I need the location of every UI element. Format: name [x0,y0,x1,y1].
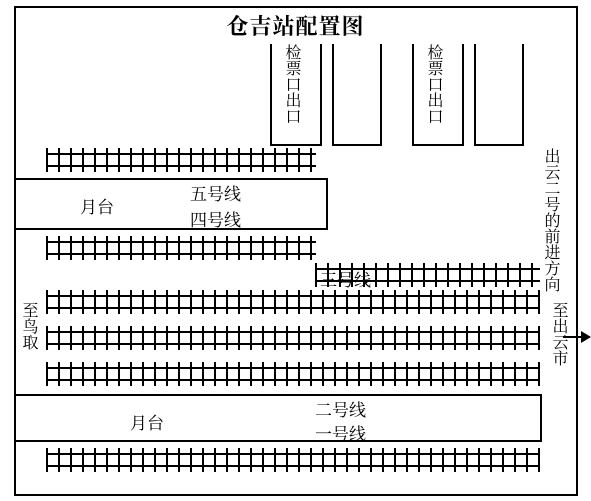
track-2 [46,236,316,260]
track-5 [46,362,540,386]
gate-1-label: 检票口出口 [284,44,302,140]
right-side-label: 至出云市 [552,302,569,366]
gate-2-label: 检票口出口 [426,44,444,140]
platform-upper [14,178,328,230]
left-side-label: 至鸟取 [22,302,39,350]
platform-lower [14,394,542,442]
line1-label: 一号线 [315,420,366,445]
diagram-title: 仓吉站配置图 [0,10,591,41]
line5-label: 五号线 [190,180,241,205]
track-6 [46,448,540,472]
track-4 [46,326,540,350]
direction-label: 出云二号的前进方向 [544,148,561,292]
line4-label: 四号线 [190,206,241,231]
track-1 [46,148,316,172]
track-3 [46,290,540,314]
gate-2: 检票口出口 [412,44,524,146]
track-3-right [315,263,540,287]
platform-upper-label: 月台 [80,193,114,218]
gate-1: 检票口出口 [270,44,382,146]
line2-label: 二号线 [315,396,366,421]
platform-lower-label: 月台 [130,409,164,434]
direction-arrow [563,336,589,338]
